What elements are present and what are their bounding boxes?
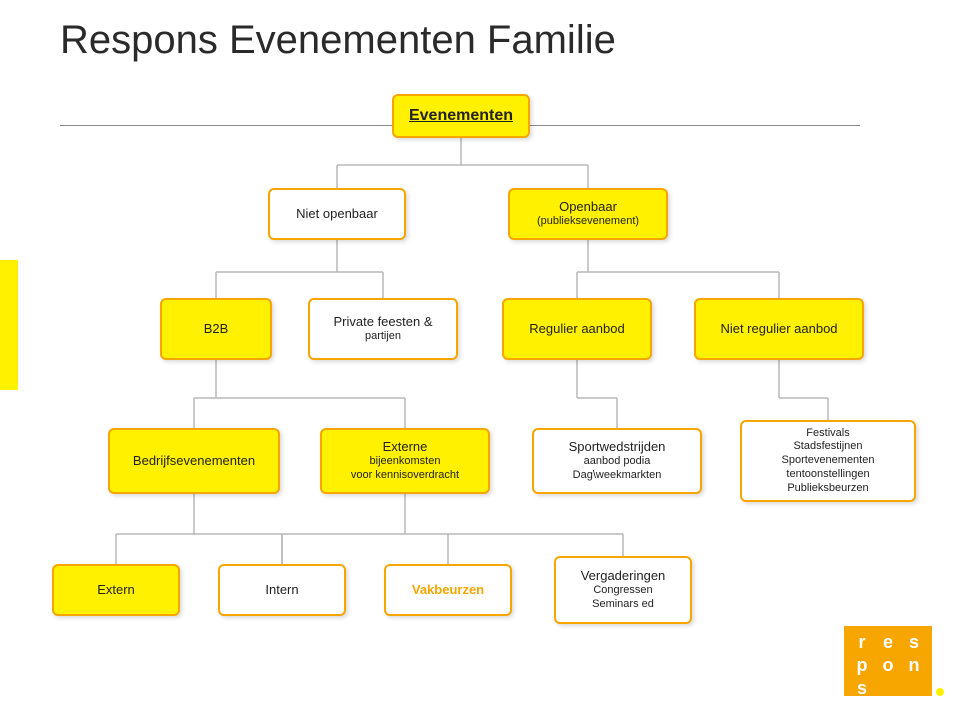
node-intern: Intern (218, 564, 346, 616)
side-accent (0, 260, 18, 390)
node-sport: Sportwedstrijdenaanbod podiaDag\weekmark… (532, 428, 702, 494)
page-title: Respons Evenementen Familie (60, 18, 616, 63)
node-extern: Extern (52, 564, 180, 616)
node-vergader: VergaderingenCongressenSeminars ed (554, 556, 692, 624)
node-nietregulier: Niet regulier aanbod (694, 298, 864, 360)
node-externe: Externebijeenkomstenvoor kennisoverdrach… (320, 428, 490, 494)
node-bedrijfs: Bedrijfsevenementen (108, 428, 280, 494)
node-openbaar: Openbaar(publieksevenement) (508, 188, 668, 240)
logo-dot (936, 688, 944, 696)
node-festivals: FestivalsStadsfestijnenSportevenementent… (740, 420, 916, 502)
respons-logo: res pon s (844, 626, 932, 696)
node-private: Private feesten &partijen (308, 298, 458, 360)
node-vakbeurzen: Vakbeurzen (384, 564, 512, 616)
node-b2b: B2B (160, 298, 272, 360)
node-evenementen: Evenementen (392, 94, 530, 138)
node-regulier: Regulier aanbod (502, 298, 652, 360)
node-nietopenbaar: Niet openbaar (268, 188, 406, 240)
